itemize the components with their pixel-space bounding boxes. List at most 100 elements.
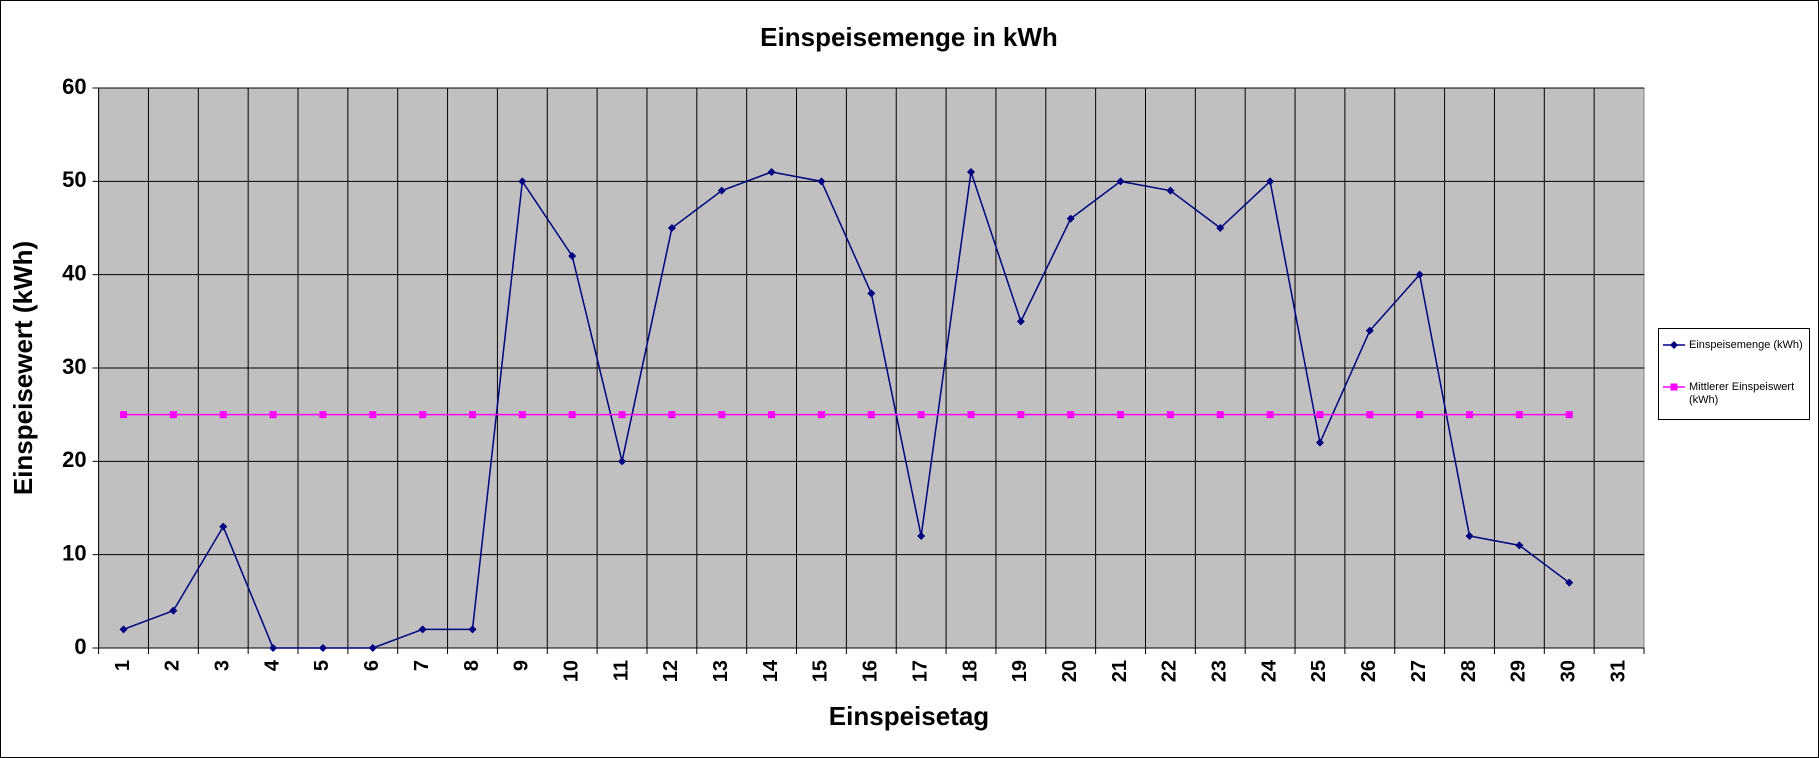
data-point [1266,411,1274,419]
data-point [1515,411,1523,419]
data-point [1316,411,1324,419]
data-point [1416,411,1424,419]
x-tick-label: 17 [909,660,931,682]
data-point [319,411,327,419]
data-point [1166,186,1175,195]
data-point [468,411,476,419]
data-point [1066,214,1075,223]
data-point [1315,438,1324,447]
data-point [518,411,526,419]
x-tick-label: 30 [1558,660,1580,682]
x-tick-label: 14 [760,659,782,682]
data-point [269,644,278,652]
data-point [718,411,726,419]
data-point [1266,177,1275,186]
data-point [1067,411,1075,419]
x-tick-label: 16 [860,660,882,682]
x-tick-label: 24 [1258,659,1280,682]
x-tick-label: 11 [610,660,632,681]
data-point [618,411,626,419]
x-tick-label: 21 [1109,660,1131,682]
data-point [1565,411,1573,419]
data-point [1116,177,1125,186]
x-tick-label: 20 [1059,660,1081,682]
data-point [1565,578,1574,587]
legend-swatch [1663,341,1685,349]
data-point [419,411,427,419]
x-axis-label: Einspeisetag [829,701,989,731]
data-point [618,457,627,466]
data-point [1017,411,1025,419]
y-tick-label: 60 [62,74,86,99]
y-tick-label: 0 [74,634,86,659]
x-tick-label: 19 [1009,660,1031,682]
data-point [120,411,128,419]
data-point [468,625,477,634]
data-point [817,177,826,186]
legend-marker [1670,341,1678,349]
data-point [269,411,277,419]
y-tick-label: 40 [62,260,86,285]
data-point [817,411,825,419]
legend-label: Einspeisemenge (kWh) [1689,339,1803,351]
data-point [518,177,527,186]
legend-marker [1670,383,1678,391]
data-point [967,411,975,419]
x-tick-label: 2 [162,660,184,671]
y-axis-label: Einspeisewert (kWh) [8,241,38,495]
data-point [917,411,925,419]
data-point [717,186,726,195]
x-tick-label: 4 [261,659,283,671]
legend-item: Mittlerer Einspeiswert (kWh) [1663,381,1809,407]
x-tick-label: 5 [311,660,333,671]
legend-label: Mittlerer Einspeiswert (kWh) [1689,381,1795,406]
data-point [568,411,576,419]
data-point [219,522,228,531]
y-tick-label: 20 [62,447,86,472]
x-tick-label: 27 [1408,660,1430,682]
data-point [1365,326,1374,335]
data-point [1216,224,1225,232]
data-point [967,168,976,176]
x-tick-label: 8 [461,660,483,671]
y-tick-label: 10 [62,540,86,565]
data-point [1515,541,1524,550]
x-tick-label: 26 [1358,660,1380,682]
data-point [368,644,377,652]
data-point [867,411,875,419]
x-tick-label: 1 [112,660,134,671]
data-point [767,168,776,176]
data-point [1466,411,1474,419]
data-point [667,224,676,232]
data-point [917,532,926,540]
data-point [1117,411,1125,419]
chart-title: Einspeisemenge in kWh [760,22,1058,52]
data-point [169,411,177,419]
x-tick-label: 18 [959,660,981,682]
data-point [169,606,178,615]
x-tick-label: 31 [1607,660,1629,682]
x-tick-label: 22 [1159,660,1181,682]
data-point [768,411,776,419]
x-tick-label: 10 [560,660,582,682]
legend: Einspeisemenge (kWh) Mittlerer Einspeiswe… [1658,328,1810,420]
data-point [219,411,227,419]
data-point [1016,317,1025,326]
x-tick-label: 9 [511,660,533,671]
x-tick-label: 23 [1209,660,1231,682]
y-tick-label: 50 [62,167,86,192]
data-point [668,411,676,419]
x-tick-label: 15 [810,660,832,682]
x-tick-label: 29 [1508,660,1530,682]
data-point [1216,411,1224,419]
data-point [369,411,377,419]
data-point [418,625,427,634]
x-tick-label: 28 [1458,660,1480,682]
x-tick-label: 12 [660,660,682,682]
y-tick-label: 30 [62,354,86,379]
data-point [318,644,327,652]
data-point [568,252,577,260]
data-point [1366,411,1374,419]
x-tick-label: 13 [710,660,732,682]
